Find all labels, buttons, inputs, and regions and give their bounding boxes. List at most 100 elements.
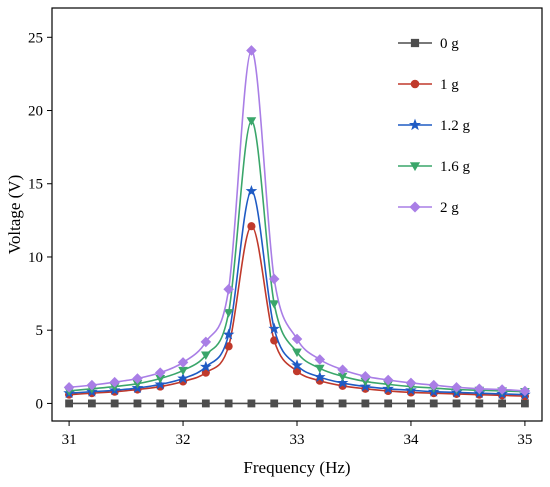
data-point xyxy=(270,399,279,408)
data-point xyxy=(224,399,233,408)
legend-marker xyxy=(410,38,420,48)
y-tick-label: 15 xyxy=(28,177,43,193)
data-point xyxy=(384,399,393,408)
data-point xyxy=(405,377,417,389)
data-point xyxy=(429,399,438,408)
legend-entry: 2 g xyxy=(398,200,459,216)
data-point xyxy=(407,399,415,408)
legend-label: 1.6 g xyxy=(440,159,471,175)
data-point xyxy=(87,399,96,408)
data-point xyxy=(201,351,211,361)
x-tick-label: 33 xyxy=(290,432,305,448)
legend: 0 g 1 g 1.2 g 1.6 g 2 g xyxy=(398,36,471,216)
data-point xyxy=(154,367,166,378)
data-point xyxy=(521,399,529,408)
y-tick-label: 0 xyxy=(36,396,44,412)
data-point xyxy=(291,359,303,371)
data-point xyxy=(315,399,324,408)
series-line xyxy=(69,119,525,393)
data-point xyxy=(178,366,188,376)
data-point xyxy=(451,382,462,393)
data-point xyxy=(177,357,189,368)
y-tick-label: 25 xyxy=(28,30,43,46)
data-point xyxy=(200,336,212,348)
data-point xyxy=(361,399,370,408)
data-point xyxy=(245,184,258,196)
data-point xyxy=(313,370,326,382)
data-point xyxy=(133,399,142,408)
legend-marker xyxy=(408,118,422,131)
data-point xyxy=(200,360,212,372)
data-point xyxy=(382,374,394,386)
plot-frame xyxy=(51,7,543,422)
data-point xyxy=(109,376,120,388)
series-1-2-g xyxy=(63,184,531,400)
data-point xyxy=(177,372,189,384)
data-point xyxy=(110,399,119,408)
data-point xyxy=(498,399,507,408)
data-point xyxy=(223,309,234,318)
legend-label: 0 g xyxy=(440,36,459,52)
y-axis-title: Voltage (V) xyxy=(5,175,24,254)
data-point xyxy=(338,399,347,408)
y-tick-label: 20 xyxy=(28,104,43,120)
data-point xyxy=(314,364,325,374)
data-point xyxy=(360,371,371,382)
data-point xyxy=(247,399,256,408)
data-point xyxy=(314,354,326,365)
series-line xyxy=(69,225,525,397)
data-point xyxy=(474,383,485,395)
data-point xyxy=(154,378,167,390)
legend-marker xyxy=(409,162,421,172)
data-point xyxy=(247,222,256,231)
data-point xyxy=(292,348,302,358)
series-line xyxy=(69,49,525,392)
data-point xyxy=(293,399,301,408)
data-point xyxy=(156,399,165,408)
axis-ticks: 31 32 33 34 35 0 5 10 15 20 25 xyxy=(28,30,532,448)
legend-marker xyxy=(409,201,421,213)
data-point xyxy=(452,399,461,408)
x-tick-label: 35 xyxy=(517,432,532,448)
x-tick-label: 31 xyxy=(62,432,77,448)
data-point xyxy=(179,399,187,408)
x-axis-title: Frequency (Hz) xyxy=(243,458,350,477)
legend-marker xyxy=(410,79,420,89)
data-point xyxy=(65,399,73,408)
data-point xyxy=(132,373,143,384)
legend-entry: 1.2 g xyxy=(398,118,471,134)
legend-entry: 1 g xyxy=(398,77,459,93)
x-tick-label: 32 xyxy=(176,432,191,448)
data-point xyxy=(496,384,508,395)
data-point xyxy=(428,379,440,391)
series-1-g xyxy=(65,222,529,401)
data-point xyxy=(86,379,98,391)
data-point xyxy=(336,376,349,388)
data-point xyxy=(269,300,280,309)
data-point xyxy=(246,45,257,56)
data-point xyxy=(223,283,234,295)
data-point xyxy=(63,382,75,393)
data-point xyxy=(201,399,210,408)
series-2-g xyxy=(63,45,531,397)
data-point xyxy=(268,273,280,285)
legend-label: 1.2 g xyxy=(440,118,471,134)
data-point xyxy=(268,322,281,334)
y-tick-label: 5 xyxy=(36,323,44,339)
data-point xyxy=(519,385,531,397)
data-point xyxy=(291,333,303,345)
y-tick-label: 10 xyxy=(28,250,43,266)
data-point xyxy=(222,328,235,340)
data-point xyxy=(475,399,484,408)
series-0-g xyxy=(65,399,529,408)
series-layer xyxy=(63,45,531,408)
legend-entry: 1.6 g xyxy=(398,159,471,175)
series-line xyxy=(69,190,525,396)
data-point xyxy=(337,364,348,376)
legend-entry: 0 g xyxy=(398,36,459,52)
legend-label: 2 g xyxy=(440,200,459,216)
data-point xyxy=(246,117,257,126)
legend-label: 1 g xyxy=(440,77,459,93)
x-tick-label: 34 xyxy=(403,432,419,448)
